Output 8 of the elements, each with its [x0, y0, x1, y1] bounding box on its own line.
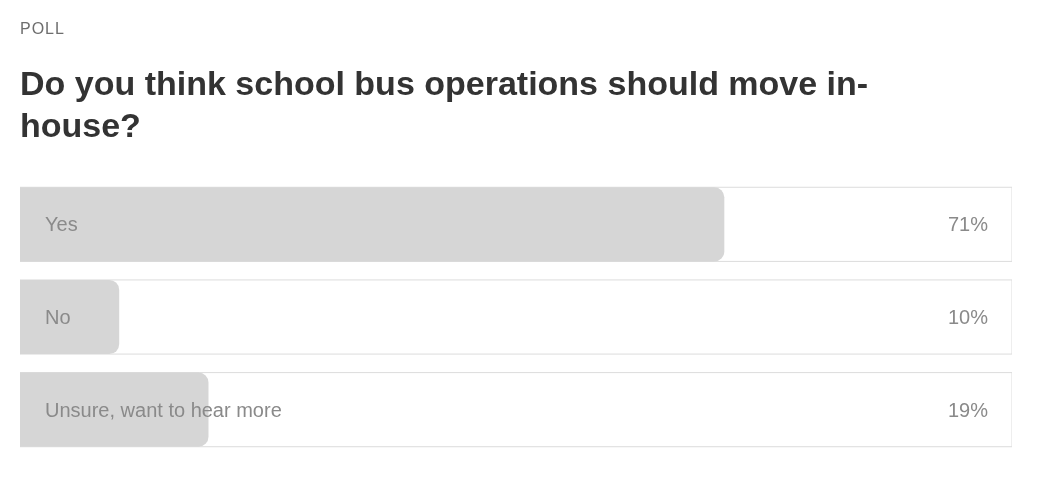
data-label: 19% [948, 399, 989, 421]
y-tick-label: Unsure, want to hear more [45, 398, 282, 421]
y-tick-label: Yes [45, 213, 78, 236]
data-label: 10% [948, 306, 989, 328]
text: POLL [20, 20, 65, 38]
data-label: 71% [948, 213, 989, 235]
chart-title: Do you think school bus operations should move in-house? [20, 63, 870, 146]
y-tick-label: No [45, 306, 71, 328]
